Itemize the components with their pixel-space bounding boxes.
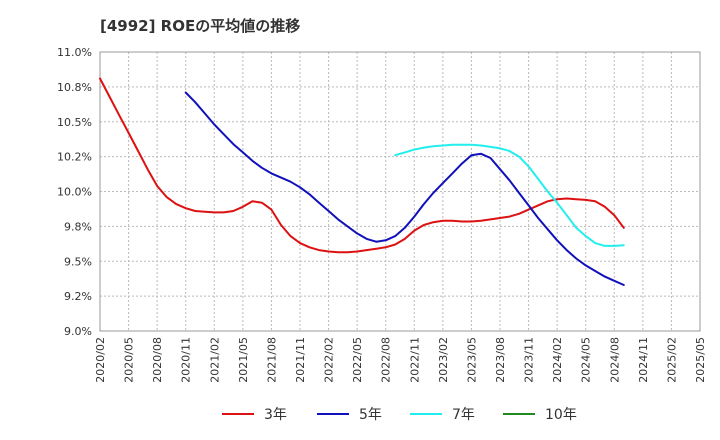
legend: 3年 5年 7年 10年 — [222, 407, 577, 423]
y-tick-label: 9.2% — [64, 290, 92, 303]
x-tick-label: 2020/08 — [151, 337, 164, 383]
x-tick-label: 2024/11 — [637, 337, 650, 383]
chart-title: [4992] ROEの平均値の推移 — [100, 17, 300, 35]
y-tick-label: 10.0% — [57, 186, 92, 199]
x-tick-label: 2023/08 — [494, 337, 507, 383]
y-axis: 9.0% 9.2% 9.5% 9.8% 10.0% 10.2% 10.5% 10.8% 11.0… — [57, 46, 92, 338]
legend-label: 10年 — [545, 407, 577, 423]
x-tick-label: 2022/11 — [408, 337, 421, 383]
grid-lines — [100, 51, 700, 332]
x-tick-label: 2020/02 — [94, 337, 107, 383]
x-tick-label: 2022/02 — [323, 337, 336, 383]
x-tick-label: 2024/02 — [551, 337, 564, 383]
y-tick-label: 10.2% — [57, 151, 92, 164]
x-tick-label: 2024/08 — [608, 337, 621, 383]
x-tick-label: 2022/05 — [351, 337, 364, 383]
legend-label: 5年 — [359, 407, 382, 423]
x-tick-label: 2021/02 — [208, 337, 221, 383]
y-tick-label: 9.8% — [64, 220, 92, 233]
x-tick-label: 2020/11 — [180, 337, 193, 383]
x-tick-label: 2025/02 — [665, 337, 678, 383]
y-tick-label: 9.0% — [64, 325, 92, 338]
series-lines — [99, 77, 625, 286]
x-tick-label: 2023/11 — [523, 337, 536, 383]
x-tick-label: 2023/02 — [437, 337, 450, 383]
y-tick-label: 10.8% — [57, 81, 92, 94]
plot-frame — [99, 51, 701, 332]
x-tick-label: 2021/11 — [294, 337, 307, 383]
series-line-7年 — [394, 143, 625, 247]
series-line-5年 — [184, 91, 625, 286]
x-tick-label: 2025/05 — [694, 337, 707, 383]
x-tick-label: 2021/08 — [265, 337, 278, 383]
x-tick-label: 2024/05 — [580, 337, 593, 383]
x-axis: 2020/02 2020/05 2020/08 2020/11 2021/02 2021/… — [94, 337, 707, 383]
x-tick-label: 2022/08 — [380, 337, 393, 383]
x-tick-label: 2020/05 — [123, 337, 136, 383]
y-tick-label: 11.0% — [57, 46, 92, 59]
legend-label: 7年 — [452, 407, 475, 423]
x-tick-label: 2021/05 — [237, 337, 250, 383]
series-line-3年 — [99, 77, 625, 254]
x-tick-label: 2023/05 — [465, 337, 478, 383]
legend-label: 3年 — [264, 407, 287, 423]
y-tick-label: 10.5% — [57, 116, 92, 129]
y-tick-label: 9.5% — [64, 255, 92, 268]
